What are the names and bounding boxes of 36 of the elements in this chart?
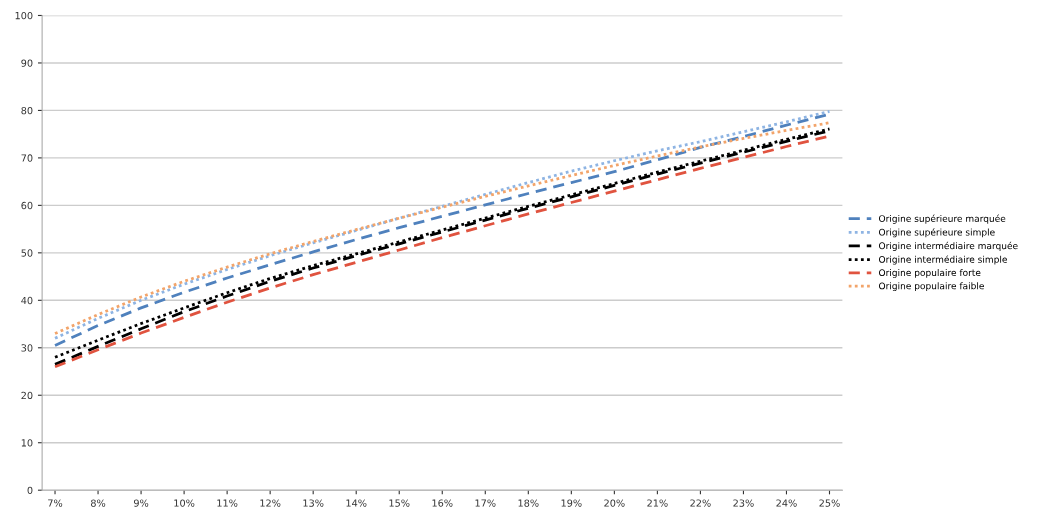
- x-tick-label: 21%: [647, 499, 668, 507]
- legend-label: Origine supérieure marquée: [879, 214, 1006, 224]
- x-tick-label: 20%: [604, 499, 625, 507]
- x-tick-label: 17%: [475, 499, 496, 507]
- y-tick-label: 70: [21, 154, 33, 162]
- legend-label: Origine populaire faible: [879, 282, 984, 292]
- x-tick-label: 15%: [389, 499, 410, 507]
- legend-label: Origine intermédiaire marquée: [879, 241, 1018, 251]
- y-tick-label: 30: [21, 344, 33, 352]
- y-tick-label: 10: [21, 439, 33, 447]
- y-tick-label: 20: [21, 391, 33, 400]
- legend-label: Origine supérieure simple: [879, 228, 995, 238]
- x-tick-label: 22%: [690, 499, 711, 507]
- x-tick-label: 11%: [217, 499, 238, 507]
- legend-label: Origine populaire forte: [879, 269, 981, 278]
- y-tick-label: 60: [21, 201, 33, 210]
- y-tick-label: 80: [21, 106, 33, 115]
- x-tick-label: 14%: [346, 499, 367, 507]
- y-tick-label: 50: [21, 249, 33, 257]
- x-tick-label: 10%: [174, 499, 195, 507]
- x-tick-label: 23%: [733, 499, 754, 507]
- y-tick-label: 40: [21, 296, 33, 305]
- x-tick-label: 19%: [561, 499, 582, 507]
- x-tick-label: 16%: [432, 499, 453, 507]
- x-tick-label: 25%: [819, 499, 840, 507]
- x-tick-label: 24%: [776, 499, 797, 507]
- x-tick-label: 13%: [303, 499, 324, 507]
- x-tick-label: 18%: [518, 499, 539, 507]
- x-tick-label: 12%: [260, 499, 281, 507]
- y-tick-label: 0: [27, 486, 33, 495]
- x-tick-label: 7%: [48, 499, 63, 507]
- y-tick-label: 100: [15, 11, 33, 20]
- x-tick-label: 9%: [133, 499, 149, 507]
- legend-label: Origine intermédiaire simple: [879, 255, 1007, 265]
- x-tick-label: 8%: [91, 499, 106, 507]
- y-tick-label: 90: [21, 59, 33, 67]
